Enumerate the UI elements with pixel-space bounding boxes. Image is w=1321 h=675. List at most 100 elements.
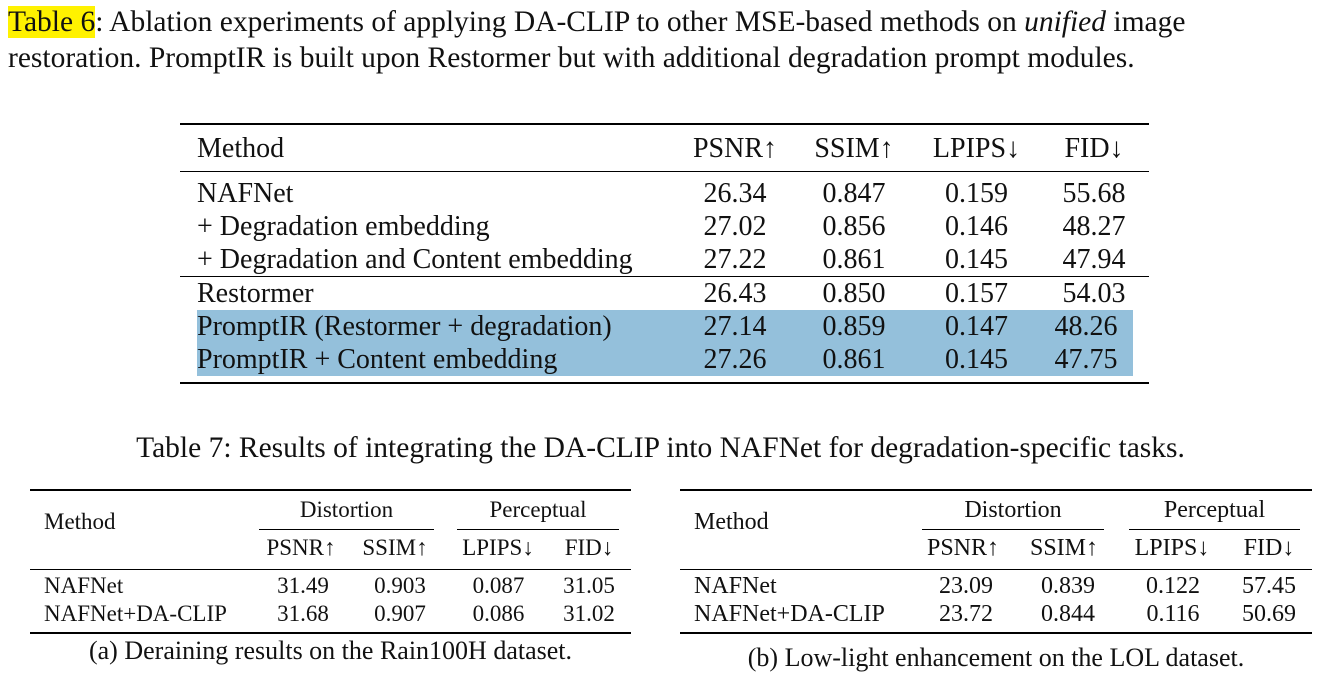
table-cell: 0.145 [945,344,1008,375]
table6-group-restormer: Restormer 26.43 0.850 0.157 54.03 Prompt… [180,276,1149,382]
table-cell: 0.122 [1146,573,1200,599]
table7b-group-distortion-rule [922,529,1104,530]
table-cell: 0.086 [472,601,525,626]
table-cell: 31.68 [277,601,329,626]
table6-caption: Table 6: Ablation experiments of applyin… [8,4,1314,76]
table6-header-lpips: LPIPS↓ [932,133,1021,164]
table-row: NAFNet+DA-CLIP 23.72 0.844 0.116 50.69 [680,600,1312,628]
table-row: Restormer 26.43 0.850 0.157 54.03 [180,277,1149,310]
table-cell: 50.69 [1242,601,1296,627]
table7a-header-fid: FID↓ [564,535,614,560]
table7a-header: Method Distortion Perceptual PSNR↑ SSIM↑… [30,491,631,570]
table-cell: 23.72 [939,601,993,627]
table-cell: 31.05 [563,573,615,598]
table6-header-psnr: PSNR↑ [692,133,778,164]
table-cell: 47.75 [1054,344,1118,375]
table-cell: 54.03 [1062,278,1126,309]
table-cell-method: NAFNet [44,573,124,598]
table-cell: 47.94 [1062,244,1126,275]
table6-caption-italic: unified [1024,6,1107,38]
table7b-header-method: Method [694,509,769,535]
table7a-body: NAFNet 31.49 0.903 0.087 31.05 NAFNet+DA… [30,570,631,632]
table7a-group-perceptual-rule [457,529,619,530]
table-row: + Degradation and Content embedding 27.2… [180,243,1149,276]
table-cell: 0.847 [822,178,886,209]
table-row: NAFNet 23.09 0.839 0.122 57.45 [680,572,1312,600]
table7b-header-ssim: SSIM↑ [1029,535,1099,561]
table7a-header-lpips: LPIPS↓ [462,535,534,560]
table-cell: 0.147 [945,311,1008,342]
table-cell-method: Restormer [197,278,314,309]
table7a-header-method: Method [44,509,116,534]
table-cell: 0.859 [822,311,886,342]
table-cell: 27.26 [703,344,767,375]
table7a-header-ssim: SSIM↑ [362,535,428,560]
table-row-highlighted: PromptIR + Content embedding 27.26 0.861… [197,343,1133,376]
table-cell: 0.856 [822,211,886,242]
table-cell: 26.43 [703,278,767,309]
table7-caption: Table 7: Results of integrating the DA-C… [136,432,1185,464]
table-cell: 0.907 [374,601,426,626]
table-cell: 0.146 [945,211,1008,242]
table7a-group-distortion: Distortion [299,497,394,522]
table7b-header-lpips: LPIPS↓ [1134,535,1210,561]
table-cell-method: PromptIR (Restormer + degradation) [197,311,612,342]
table7a-group-perceptual: Perceptual [489,497,587,522]
table-cell: 0.903 [374,573,426,598]
table-cell: 31.02 [563,601,615,626]
table-cell: 27.14 [703,311,767,342]
table-cell-method: + Degradation embedding [197,211,490,242]
table7b-group-perceptual: Perceptual [1163,497,1266,523]
table6-header-row: Method PSNR↑ SSIM↑ LPIPS↓ FID↓ [180,125,1149,172]
table7a-caption: (a) Deraining results on the Rain100H da… [88,636,573,665]
table-cell: 27.22 [703,244,767,275]
table6: Method PSNR↑ SSIM↑ LPIPS↓ FID↓ NAFNet 26… [180,123,1149,384]
table7b-body: NAFNet 23.09 0.839 0.122 57.45 NAFNet+DA… [680,570,1312,632]
table-cell: 0.850 [822,278,886,309]
table-cell: 0.157 [945,278,1008,309]
table-cell: 0.116 [1146,601,1200,627]
table6-header-ssim: SSIM↑ [814,133,894,164]
table-cell: 0.839 [1041,573,1095,599]
table-cell: 55.68 [1062,178,1126,209]
table6-label: Table 6 [8,6,96,38]
table7a-group-distortion-rule [259,529,434,530]
table7a-header-psnr: PSNR↑ [266,535,336,560]
table-cell-method: NAFNet+DA-CLIP [44,601,227,626]
table-row-highlighted: PromptIR (Restormer + degradation) 27.14… [197,310,1133,343]
table-cell: 23.09 [939,573,993,599]
table-row: NAFNet 31.49 0.903 0.087 31.05 [30,572,631,600]
table-cell: 31.49 [277,573,329,598]
table-row: + Degradation embedding 27.02 0.856 0.14… [180,210,1149,243]
table7a: Method Distortion Perceptual PSNR↑ SSIM↑… [30,489,631,634]
table-cell: 0.145 [945,244,1008,275]
table7b-caption: (b) Low-light enhancement on the LOL dat… [747,643,1245,672]
table7b-header: Method Distortion Perceptual PSNR↑ SSIM↑… [680,491,1312,570]
table-row: NAFNet+DA-CLIP 31.68 0.907 0.086 31.02 [30,600,631,628]
table-cell: 0.087 [472,573,525,598]
table-cell: 0.844 [1041,601,1095,627]
table-row: NAFNet 26.34 0.847 0.159 55.68 [180,177,1149,210]
table7b-header-psnr: PSNR↑ [926,535,1000,561]
table6-group-nafnet: NAFNet 26.34 0.847 0.159 55.68 + Degrada… [180,172,1149,276]
table-cell-method: PromptIR + Content embedding [197,344,558,375]
table7b-group-distortion: Distortion [964,497,1062,523]
table6-caption-text-1: : Ablation experiments of applying DA-CL… [95,6,1025,38]
table6-header-method: Method [197,133,285,164]
table-cell: 57.45 [1242,573,1296,599]
table6-header-fid: FID↓ [1064,133,1124,164]
table-cell-method: + Degradation and Content embedding [197,244,633,275]
table7b: Method Distortion Perceptual PSNR↑ SSIM↑… [680,489,1312,634]
table-cell-method: NAFNet [197,178,294,209]
table-cell: 48.27 [1062,211,1126,242]
table-cell-method: NAFNet+DA-CLIP [694,601,885,627]
table-cell: 26.34 [703,178,767,209]
table-cell: 0.159 [945,178,1008,209]
table-cell: 0.861 [822,344,886,375]
table6-caption-text-2: image restoration. PromptIR is built upo… [8,6,1186,74]
table-cell: 0.861 [822,244,886,275]
table7b-header-fid: FID↓ [1243,535,1295,561]
table-cell: 48.26 [1054,311,1118,342]
table-cell-method: NAFNet [694,573,777,599]
table7b-group-perceptual-rule [1129,529,1300,530]
